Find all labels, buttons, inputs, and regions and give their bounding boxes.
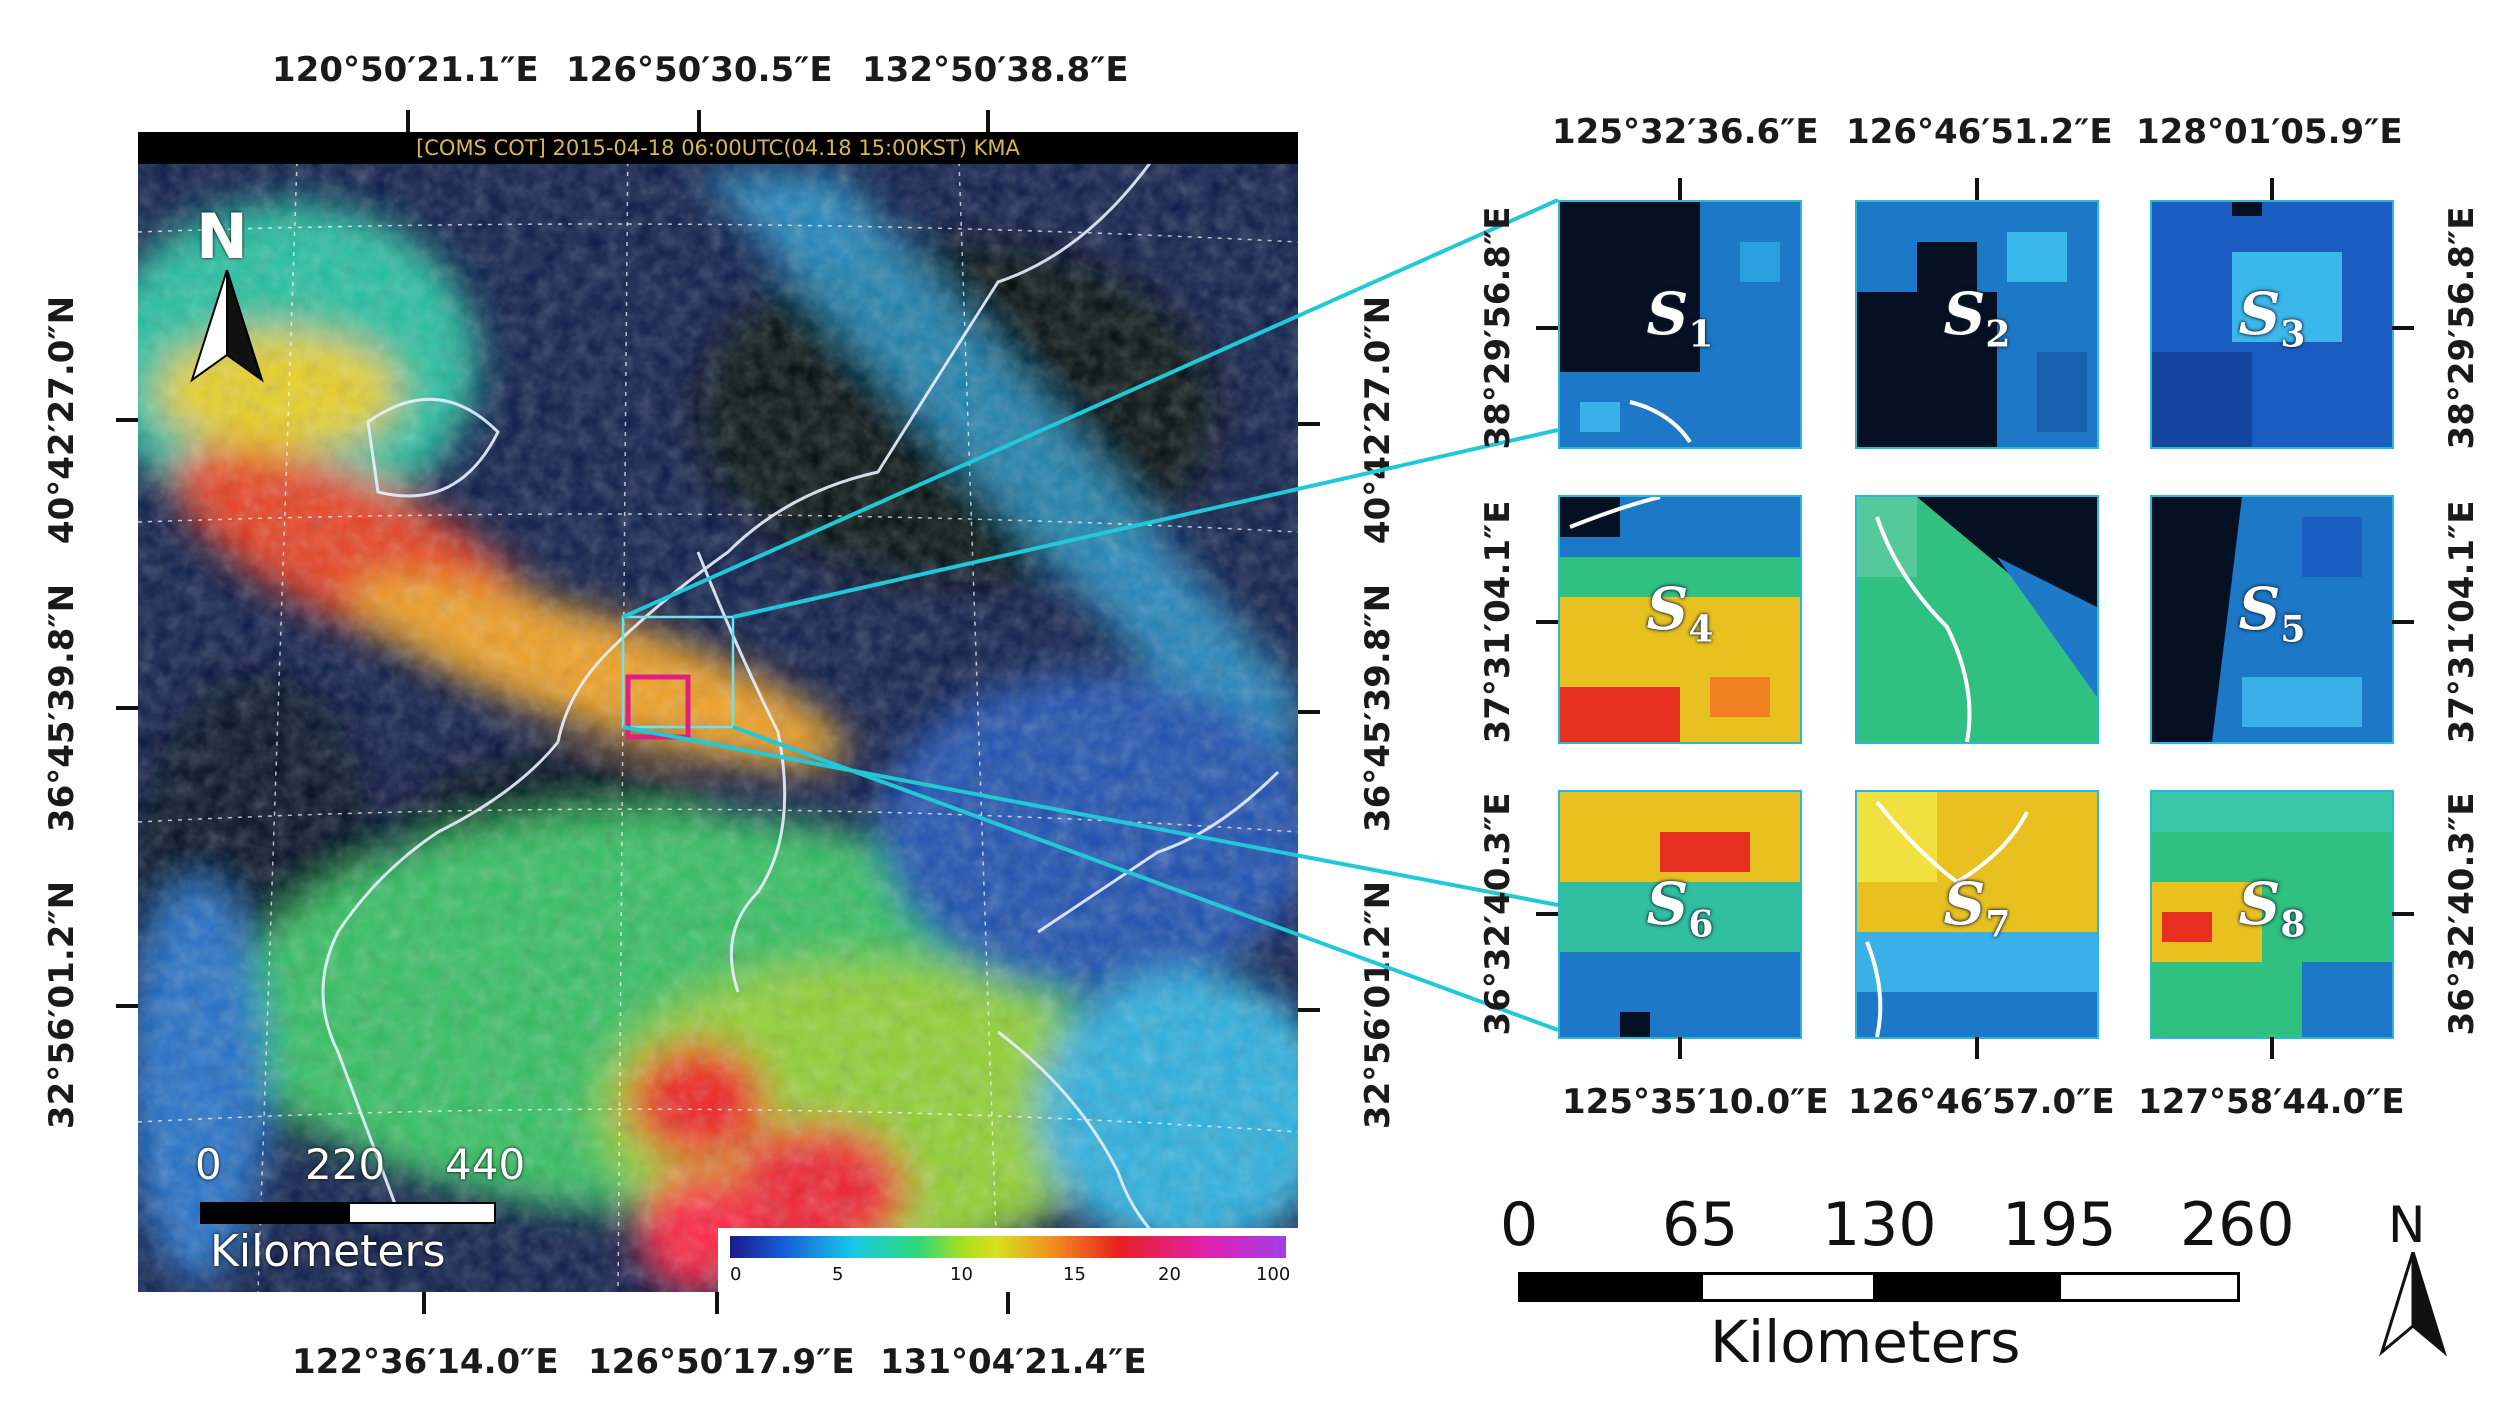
main-scale-bar-black <box>200 1202 348 1224</box>
inset-right-lat-label-1: 38°29′56.8″E <box>2442 206 2482 450</box>
bottom-lon-label-2: 126°50′17.9″E <box>588 1342 855 1382</box>
tick <box>1678 178 1682 200</box>
colorbar-tick-20: 20 <box>1158 1264 1181 1285</box>
inset-north-label: N <box>2388 1196 2426 1254</box>
panel-center[interactable] <box>1855 495 2099 744</box>
panel-s5[interactable]: S5 <box>2150 495 2394 744</box>
panel-s6[interactable]: S6 <box>1558 790 1802 1039</box>
panel-s2[interactable]: S2 <box>1855 200 2099 449</box>
panel-label: S2 <box>1943 280 2011 356</box>
bottom-lon-label-1: 122°36′14.0″E <box>292 1342 559 1382</box>
tick <box>1975 1037 1979 1059</box>
tick <box>986 110 990 132</box>
inset-scale-label-65: 65 <box>1662 1190 1739 1260</box>
tick <box>1006 1292 1010 1314</box>
tick <box>116 706 138 710</box>
panel-s4[interactable]: S4 <box>1558 495 1802 744</box>
tick <box>2392 326 2414 330</box>
main-scale-unit: Kilometers <box>210 1226 446 1277</box>
inset-bottom-lon-label-3: 127°58′44.0″E <box>2138 1082 2405 1122</box>
panel-s3[interactable]: S3 <box>2150 200 2394 449</box>
main-scale-bar-white <box>348 1202 496 1224</box>
panel-label: S6 <box>1646 870 1714 946</box>
inset-right-lat-label-2: 37°31′04.1″E <box>2442 500 2482 744</box>
north-label: N <box>196 200 248 273</box>
colorbar: 0 5 10 15 20 100 <box>718 1228 1298 1292</box>
inset-bottom-lon-label-1: 125°35′10.0″E <box>1562 1082 1829 1122</box>
colorbar-tick-5: 5 <box>832 1264 844 1285</box>
inset-scale-seg <box>1518 1272 1700 1302</box>
inset-scale-label-130: 130 <box>1822 1190 1937 1260</box>
inset-north-arrow-icon: N <box>2378 1196 2448 1357</box>
inset-scale-label-260: 260 <box>2180 1190 2295 1260</box>
inset-right-lat-label-3: 36°32′40.3″E <box>2442 792 2482 1036</box>
inset-scale-label-195: 195 <box>2002 1190 2117 1260</box>
inset-top-lon-label-3: 128°01′05.9″E <box>2136 112 2403 152</box>
colorbar-tick-15: 15 <box>1063 1264 1086 1285</box>
inset-left-lat-label-3: 36°32′40.3″E <box>1478 792 1518 1036</box>
top-lon-label-2: 126°50′30.5″E <box>566 50 833 90</box>
tick <box>116 1004 138 1008</box>
tick <box>1298 710 1320 714</box>
tick <box>116 418 138 422</box>
panel-label: S4 <box>1646 575 1714 651</box>
panel-label: S3 <box>2238 280 2306 356</box>
tick <box>1536 912 1558 916</box>
tick <box>1975 178 1979 200</box>
tick <box>1678 1037 1682 1059</box>
colorbar-tick-100: 100 <box>1256 1264 1291 1285</box>
bottom-lon-label-3: 131°04′21.4″E <box>880 1342 1147 1382</box>
panel-s8[interactable]: S8 <box>2150 790 2394 1039</box>
panel-s1[interactable]: S1 <box>1558 200 1802 449</box>
inset-left-lat-label-1: 38°29′56.8″E <box>1478 206 1518 450</box>
inset-scale-seg <box>1876 1272 2058 1302</box>
inset-scale-label-0: 0 <box>1500 1190 1539 1260</box>
tick <box>1536 620 1558 624</box>
tick <box>2392 620 2414 624</box>
inset-top-lon-label-2: 126°46′51.2″E <box>1846 112 2113 152</box>
tick <box>2270 178 2274 200</box>
main-scale-label-440: 440 <box>445 1140 526 1189</box>
main-scale-label-220: 220 <box>305 1140 386 1189</box>
map-header: [COMS COT] 2015-04-18 06:00UTC(04.18 15:… <box>138 132 1298 164</box>
colorbar-tick-0: 0 <box>730 1264 742 1285</box>
inset-top-lon-label-1: 125°32′36.6″E <box>1552 112 1819 152</box>
tick <box>422 1292 426 1314</box>
colorbar-tick-10: 10 <box>950 1264 973 1285</box>
inset-bottom-lon-label-2: 126°46′57.0″E <box>1848 1082 2115 1122</box>
main-scalebar: 0 220 440 Kilometers <box>195 1140 525 1280</box>
main-scale-label-0: 0 <box>195 1140 222 1189</box>
tick <box>715 1292 719 1314</box>
colorbar-gradient <box>730 1236 1286 1258</box>
tick <box>697 110 701 132</box>
inset-left-lat-label-2: 37°31′04.1″E <box>1478 500 1518 744</box>
tick <box>1536 326 1558 330</box>
tick <box>406 110 410 132</box>
inset-scale-unit: Kilometers <box>1710 1308 2021 1376</box>
panel-label: S5 <box>2238 575 2306 651</box>
north-arrow-icon: N <box>190 200 264 383</box>
inset-scale-seg <box>2058 1272 2240 1302</box>
inset-scalebar: 0 65 130 195 260 Kilometers <box>1500 1190 2295 1390</box>
tick <box>1298 422 1320 426</box>
panel-label: S7 <box>1943 870 2011 946</box>
panel-s7[interactable]: S7 <box>1855 790 2099 1039</box>
inset-scale-seg <box>1700 1272 1876 1302</box>
top-lon-label-1: 120°50′21.1″E <box>272 50 539 90</box>
top-lon-label-3: 132°50′38.8″E <box>862 50 1129 90</box>
tick <box>1298 1008 1320 1012</box>
tick <box>2270 1037 2274 1059</box>
panel-label: S1 <box>1646 280 1714 356</box>
tick <box>2392 912 2414 916</box>
panel-label: S8 <box>2238 870 2306 946</box>
